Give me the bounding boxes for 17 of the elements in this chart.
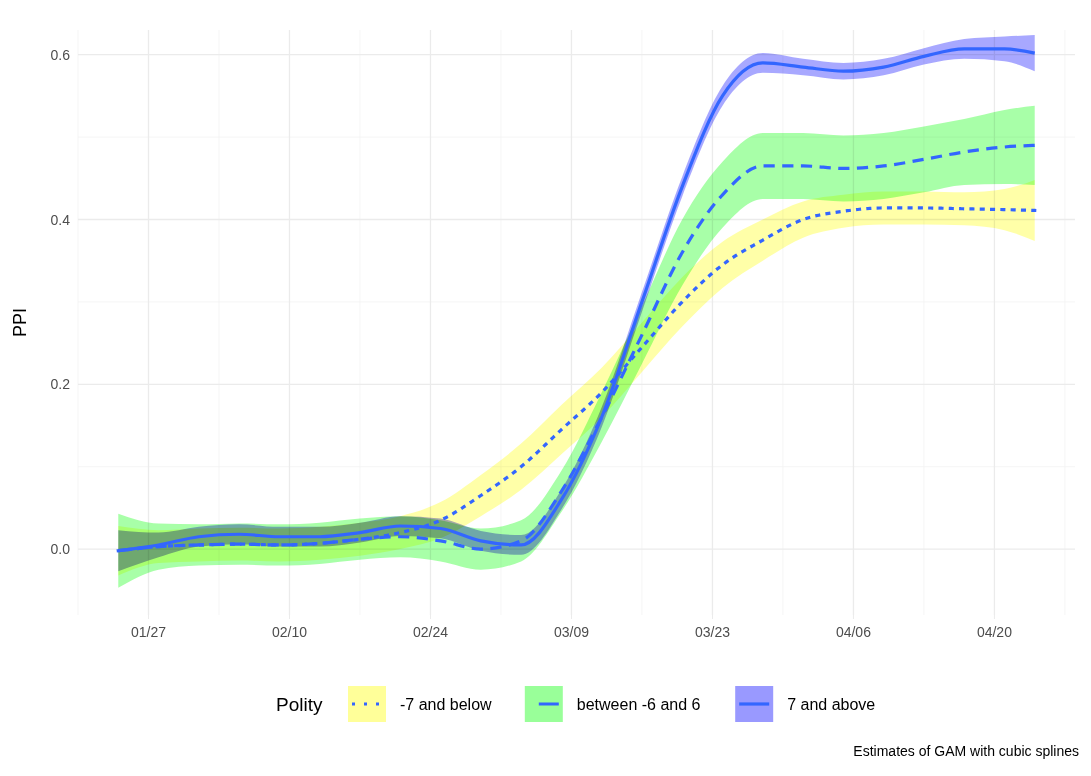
x-tick-label: 04/20: [976, 624, 1013, 640]
legend-label: -7 and below: [400, 696, 493, 713]
x-tick-label: 03/09: [553, 624, 590, 640]
y-axis-title: PPI: [10, 307, 30, 338]
y-tick-label: 0.2: [50, 376, 71, 393]
text: Estimates of GAM with cubic splines: [853, 743, 1079, 759]
x-tick-label: 01/27: [130, 624, 167, 640]
y-tick-label: 0.6: [50, 46, 71, 63]
y-tick-label: 0.0: [50, 541, 71, 558]
legend-title: Polity: [276, 694, 323, 715]
legend-label: 7 and above: [787, 696, 876, 713]
x-tick-label: 02/24: [412, 624, 449, 640]
y-tick-label: 0.4: [50, 211, 71, 228]
x-tick-label: 02/10: [271, 624, 308, 640]
legend-label: between -6 and 6: [576, 696, 701, 713]
x-tick-label: 03/23: [694, 624, 731, 640]
x-tick-label: 04/06: [835, 624, 872, 640]
